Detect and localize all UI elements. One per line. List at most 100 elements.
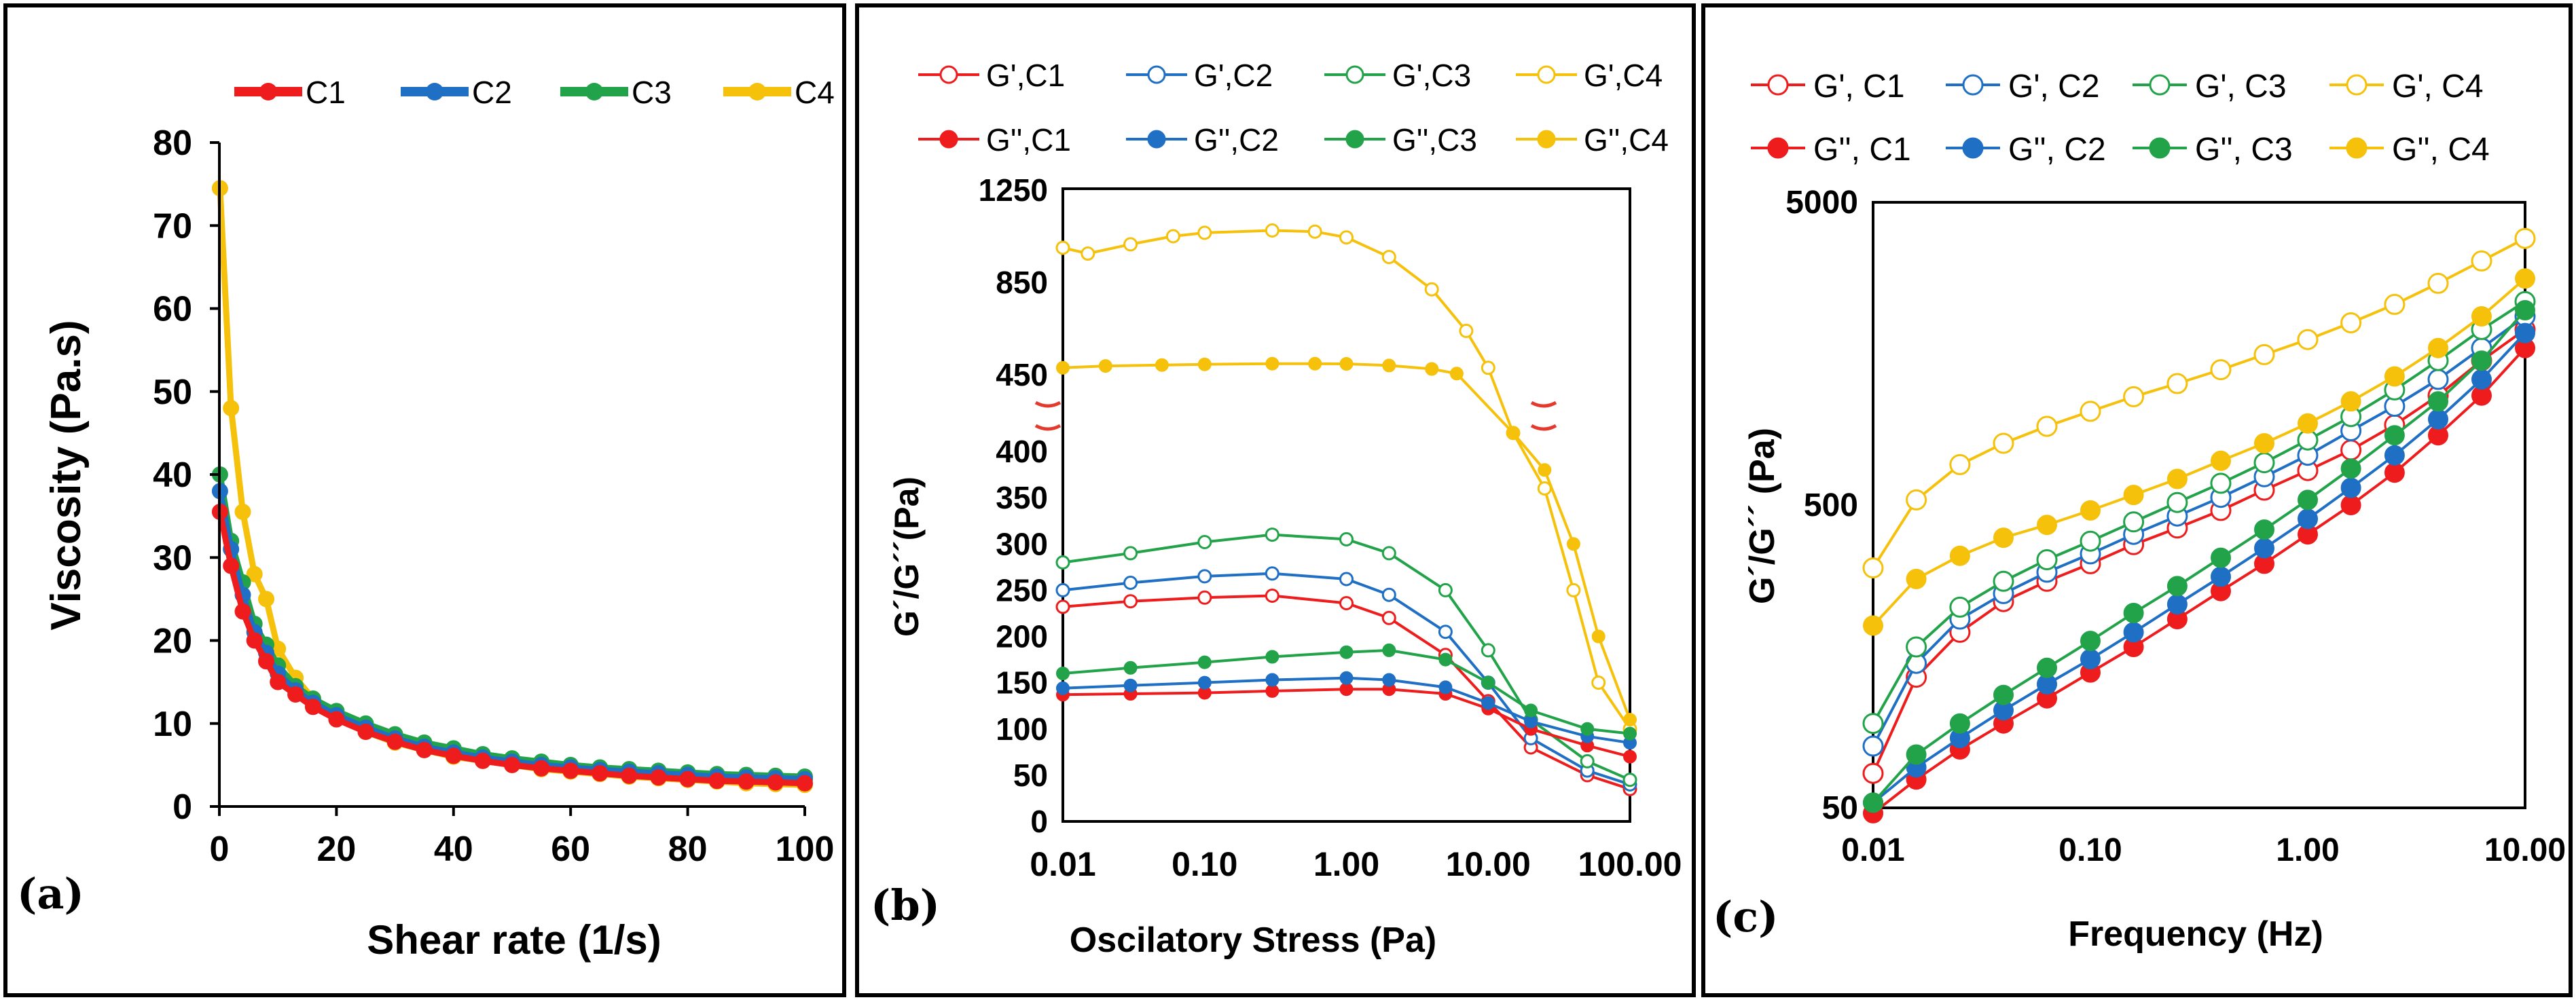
legend-marker-g-c4 [1537,130,1556,149]
series-g-c2-point [2254,538,2274,559]
series-g-c4-point [2514,227,2536,249]
series-g-c4-point [1123,237,1138,252]
legend-label-g-c4: G',C4 [1584,58,1663,93]
series-g-c3-point [1622,773,1637,787]
series-g-c4-point [1623,713,1637,727]
x-tick-label: 100.00 [1578,845,1682,883]
series-g-c3-point [2384,425,2405,446]
series-g-c3-point [2211,547,2231,568]
series-g-c3-point [1056,667,1070,680]
series-g-c3-point [1906,744,1927,765]
legend-label-g-c3: G'', C3 [2195,132,2293,168]
series-g-c4-point [2080,500,2101,521]
series-g-c4-point [1425,362,1439,376]
x-tick-label: 0.10 [2058,832,2122,868]
series-g-c3-point [2037,657,2057,678]
series-c1-point [474,752,491,769]
series-g-c4-point [1381,250,1396,265]
series-g-c4-line [1872,237,2526,569]
series-g-c4-point [2428,337,2448,358]
legend-marker-g-c3 [2149,137,2171,159]
panel-c: G', C1 G', C2 G', C3 G', C4 G'', C1 G'', C2 G'… [1713,69,2566,954]
series-g-c3-point [2080,631,2101,652]
series-g-c4-point [2340,312,2362,333]
series-g-c3-point [1524,703,1538,718]
series-g-c3-point [2298,489,2318,511]
series-g-c4-point [2080,401,2101,422]
series-g-c3-point [2471,350,2492,371]
series-g-c4-point [2384,293,2406,315]
series-g-c4-point [1862,557,1884,579]
series-g-c4-point [1382,358,1396,373]
panel-a-frame [3,3,846,997]
series-g-c3 [1056,643,1637,741]
series-c1-point [621,767,638,784]
legend-marker-g-c1 [939,65,958,84]
plot-frame [1062,187,1631,823]
series-g-c1-point [1197,590,1212,605]
y-axis-title: G´/G´´ (Pa) [1743,428,1782,604]
y-tick-label: 450 [996,357,1048,392]
series-c1-point [258,653,274,670]
series-g-c4-point [1056,360,1070,375]
legend-marker-g-c2 [1962,137,1984,159]
y-tick-label: 40 [153,456,192,495]
x-tick-label: 0.10 [1172,845,1237,883]
series-g-c3-point [1123,546,1138,561]
series-c1-point [504,756,520,773]
y-tick-label: 10 [153,705,192,744]
series-g-c4-point [2515,268,2535,289]
legend-label-g-c2: G', C2 [2008,69,2100,105]
series-g-c1-point [1265,684,1280,698]
series-g-c3-point [1949,596,1971,618]
x-tick-label: 10.00 [1446,845,1531,883]
series-g-c3-point [2166,491,2188,513]
x-tick-label: 0.01 [1030,845,1095,883]
series-g-c3-point [1993,570,2014,592]
series-g-c2-point [1438,680,1453,694]
series-c1-point [533,760,550,777]
y-axis-title: G´/G´´(Pa) [888,477,926,637]
series-g-c2-point [1339,572,1354,587]
legend-marker-g-c1 [939,130,958,149]
series-g-c1-point [1265,589,1280,603]
x-tick-label: 0 [210,830,230,869]
series-g-c4 [1863,268,2535,636]
series-g-c1-point [2340,439,2362,461]
series-g-c2-point [2123,622,2144,643]
series-g-c4-point [2471,250,2492,272]
series-g-c2-point [1438,625,1453,639]
legend-label-g-c4: G'',C4 [1584,122,1669,157]
series-c4-point [234,504,251,520]
series-g-c3-point [2340,458,2361,479]
series-g-c4-point [1424,282,1439,297]
legend-label-g-c2: G'', C2 [2008,132,2106,168]
series-g-c3-point [2166,576,2188,597]
legend-label-c1: C1 [306,75,346,110]
series-g-c4-point [1906,568,1927,589]
series-g-c4-point [1993,527,2014,549]
x-tick-label: 1.00 [2276,832,2339,868]
series-g-c2-point [2428,409,2448,430]
series-g-c3 [1862,291,2536,735]
series-c1-point [738,773,755,790]
legend-label-c2: C2 [472,75,512,110]
legend-marker-g-c4 [2346,74,2368,96]
series-c1-point [386,733,403,750]
series-g-c2-point [1123,678,1138,692]
legend-marker-g-c4 [2346,137,2368,159]
series-g-c4-point [1098,359,1112,373]
y-tick-label: 0 [1030,804,1048,839]
legend-label-g-c3: G'',C3 [1392,122,1477,157]
legend-marker-c3 [585,83,603,100]
axis-break-mark [1034,401,1062,431]
series-g-c3-point [1381,546,1396,561]
legend-label-g-c1: G',C1 [986,58,1065,93]
series-g-c2-point [1123,576,1138,590]
series-g-c3-line [1872,309,2526,804]
x-tick-label: 40 [434,830,473,869]
series-g-c3-point [2253,452,2275,474]
series-g-c2 [1056,671,1637,750]
series-g-c4-point [1265,223,1280,238]
series-g-c3-point [1481,643,1495,658]
